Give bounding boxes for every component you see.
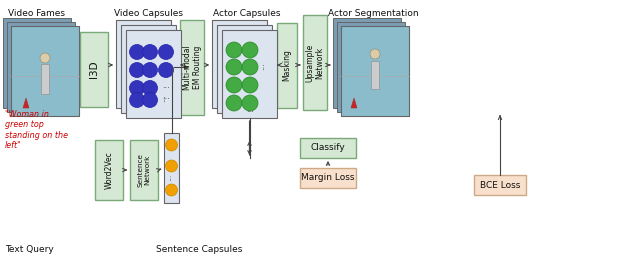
Ellipse shape xyxy=(129,44,145,60)
Bar xyxy=(180,20,204,115)
Bar xyxy=(116,20,171,108)
Text: Word2Vec: Word2Vec xyxy=(104,151,113,189)
Text: Actor Capsules: Actor Capsules xyxy=(212,9,280,18)
Bar xyxy=(222,30,277,118)
Ellipse shape xyxy=(129,93,145,108)
Bar xyxy=(474,175,526,195)
Bar xyxy=(130,140,158,200)
Ellipse shape xyxy=(242,42,258,58)
Ellipse shape xyxy=(129,80,145,95)
Text: Video Fames: Video Fames xyxy=(8,9,65,18)
Bar xyxy=(164,133,179,203)
Bar xyxy=(80,32,108,107)
Bar xyxy=(277,23,297,108)
Bar xyxy=(126,30,181,118)
Bar xyxy=(217,25,272,113)
Ellipse shape xyxy=(226,95,242,111)
Text: Margin Loss: Margin Loss xyxy=(301,173,355,182)
Text: ···: ··· xyxy=(162,85,170,93)
Ellipse shape xyxy=(166,139,177,151)
Text: Masking: Masking xyxy=(282,50,291,82)
Ellipse shape xyxy=(242,95,258,111)
Ellipse shape xyxy=(242,77,258,93)
Ellipse shape xyxy=(159,44,173,60)
Ellipse shape xyxy=(226,42,242,58)
Bar xyxy=(300,138,356,158)
Text: Actor Segmentation: Actor Segmentation xyxy=(328,9,419,18)
Ellipse shape xyxy=(159,62,173,77)
Ellipse shape xyxy=(242,59,258,75)
Bar xyxy=(7,22,75,112)
Bar xyxy=(11,26,79,116)
Ellipse shape xyxy=(143,62,157,77)
Text: Text Query: Text Query xyxy=(5,246,54,254)
Ellipse shape xyxy=(143,80,157,95)
Ellipse shape xyxy=(40,53,50,63)
Ellipse shape xyxy=(226,77,242,93)
Bar xyxy=(95,140,123,200)
Ellipse shape xyxy=(129,62,145,77)
Text: ···: ··· xyxy=(260,62,269,70)
Ellipse shape xyxy=(166,160,177,172)
Bar xyxy=(371,61,379,89)
Bar xyxy=(41,64,49,94)
Ellipse shape xyxy=(166,184,177,196)
Text: Classify: Classify xyxy=(310,143,346,152)
Text: ···: ··· xyxy=(162,95,170,104)
Bar xyxy=(337,22,405,112)
Ellipse shape xyxy=(143,44,157,60)
Text: Sentence
Network: Sentence Network xyxy=(138,153,150,187)
Text: I3D: I3D xyxy=(89,61,99,78)
Text: "Woman in
green top
standing on the
left": "Woman in green top standing on the left… xyxy=(5,110,68,150)
Text: ···: ··· xyxy=(167,173,176,181)
Text: Upsample
Network: Upsample Network xyxy=(305,43,324,82)
Bar xyxy=(121,25,176,113)
Ellipse shape xyxy=(226,59,242,75)
Bar xyxy=(341,26,409,116)
Polygon shape xyxy=(351,98,357,108)
Text: Video Capsules: Video Capsules xyxy=(114,9,183,18)
Text: BCE Loss: BCE Loss xyxy=(480,181,520,189)
Text: ···: ··· xyxy=(246,109,254,117)
Bar xyxy=(303,15,327,110)
Ellipse shape xyxy=(143,93,157,108)
Bar xyxy=(341,26,409,116)
Bar xyxy=(300,168,356,188)
Ellipse shape xyxy=(370,49,380,59)
Text: Sentence Capsules: Sentence Capsules xyxy=(156,246,243,254)
Text: ···: ··· xyxy=(161,94,170,102)
Bar xyxy=(333,18,401,108)
Text: Multi-modal
EM Routing: Multi-modal EM Routing xyxy=(182,45,202,90)
Polygon shape xyxy=(23,98,29,108)
Bar xyxy=(11,26,79,116)
Bar xyxy=(3,18,71,108)
Bar xyxy=(212,20,267,108)
